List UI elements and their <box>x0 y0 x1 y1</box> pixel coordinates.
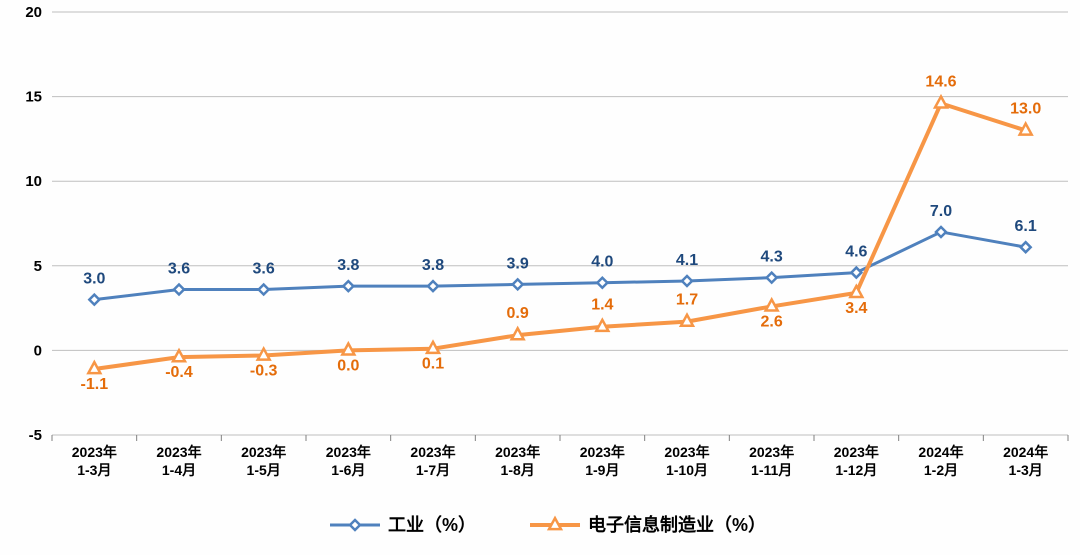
xaxis-category-label: 2023年 <box>580 444 625 460</box>
xaxis-category-label: 2023年 <box>241 444 286 460</box>
legend-label: 工业（%） <box>388 515 476 535</box>
data-point-label: 4.6 <box>845 244 867 261</box>
data-point-label: 3.8 <box>337 257 359 274</box>
xaxis-category-label: 1-11月 <box>751 462 792 478</box>
data-point-label: 3.0 <box>83 271 105 288</box>
xaxis-category-label: 1-4月 <box>162 462 196 478</box>
data-point-label: 3.6 <box>168 260 190 277</box>
data-point-label: 6.1 <box>1015 218 1037 235</box>
yaxis-tick-label: 20 <box>25 4 42 21</box>
xaxis-category-label: 1-5月 <box>247 462 281 478</box>
xaxis-category-label: 1-12月 <box>835 462 877 478</box>
data-point-label: 0.1 <box>422 356 444 373</box>
xaxis-category-label: 2023年 <box>834 444 879 460</box>
xaxis-category-label: 1-8月 <box>501 462 535 478</box>
xaxis-category-label: 2024年 <box>1003 444 1048 460</box>
line-chart: -5 0 5 10 15 20 2023年 1-3月 2023年 1-4月 2023年 1-5月 202… <box>0 0 1080 555</box>
yaxis-tick-label: 5 <box>34 258 42 275</box>
data-point-label: 1.7 <box>676 292 698 309</box>
data-point-label: 0.9 <box>507 305 529 322</box>
xaxis-category-label: 1-3月 <box>77 462 111 478</box>
data-point-label: 4.1 <box>676 252 698 269</box>
xaxis-category-label: 1-6月 <box>331 462 365 478</box>
data-point-label: 2.6 <box>761 313 783 330</box>
data-point-label: 4.3 <box>761 249 783 266</box>
xaxis-category-label: 1-7月 <box>416 462 450 478</box>
xaxis-category-label: 2023年 <box>72 444 117 460</box>
yaxis-tick-label: -5 <box>29 427 42 444</box>
chart-container: -5 0 5 10 15 20 2023年 1-3月 2023年 1-4月 2023年 1-5月 202… <box>0 0 1080 555</box>
legend-label: 电子信息制造业（%） <box>588 514 766 535</box>
xaxis-category-label: 2023年 <box>749 444 794 460</box>
data-point-label: 3.9 <box>507 255 529 272</box>
data-point-label: -1.1 <box>81 376 109 393</box>
yaxis-tick-label: 0 <box>34 342 42 359</box>
data-point-label: 0.0 <box>337 357 359 374</box>
data-point-label: -0.4 <box>165 364 193 381</box>
xaxis-category-label: 1-3月 <box>1009 462 1043 478</box>
yaxis-tick-label: 10 <box>25 173 42 190</box>
xaxis-category-label: 2023年 <box>495 444 540 460</box>
xaxis-category-label: 1-2月 <box>924 462 958 478</box>
xaxis-category-label: 2023年 <box>664 444 709 460</box>
xaxis-category-label: 1-10月 <box>666 462 708 478</box>
yaxis-tick-label: 15 <box>25 89 42 106</box>
data-point-label: 7.0 <box>930 203 952 220</box>
data-point-label: 3.4 <box>845 300 867 317</box>
xaxis-category-label: 1-9月 <box>585 462 619 478</box>
data-point-label: 14.6 <box>925 73 956 90</box>
xaxis-category-label: 2024年 <box>918 444 963 460</box>
data-point-label: 13.0 <box>1010 100 1041 117</box>
data-point-label: 3.6 <box>253 260 275 277</box>
xaxis-category-label: 2023年 <box>326 444 371 460</box>
xaxis-category-label: 2023年 <box>156 444 201 460</box>
xaxis-category-label: 2023年 <box>410 444 455 460</box>
data-point-label: -0.3 <box>250 362 278 379</box>
data-point-label: 4.0 <box>591 254 613 271</box>
data-point-label: 1.4 <box>591 297 613 314</box>
data-point-label: 3.8 <box>422 257 444 274</box>
